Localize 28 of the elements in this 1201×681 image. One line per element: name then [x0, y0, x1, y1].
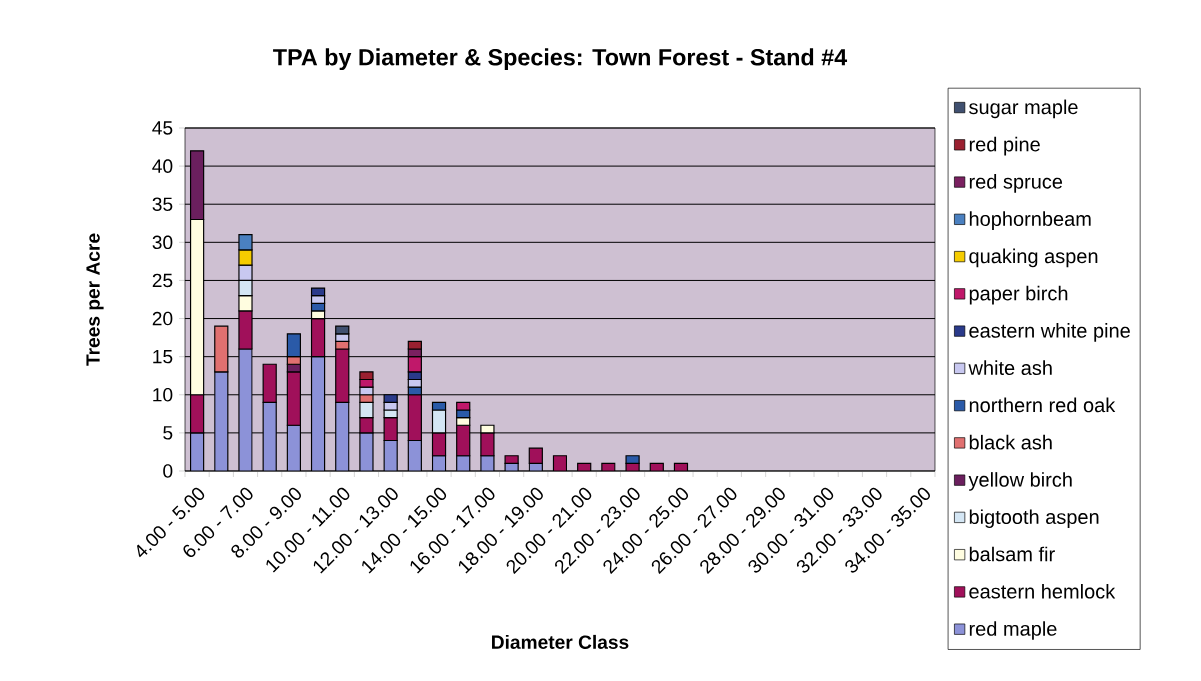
- y-tick-label: 0: [163, 464, 173, 478]
- y-tick-label: 5: [163, 426, 173, 440]
- legend-label: white ash: [968, 360, 1052, 376]
- y-tick-label: 35: [152, 197, 173, 211]
- y-tick-label: 45: [152, 121, 173, 135]
- y-tick-label: 15: [153, 349, 173, 364]
- y-tick-label: 20: [152, 311, 173, 326]
- y-tick-label: 40: [152, 159, 173, 173]
- legend-label: balsam fir: [969, 546, 1055, 562]
- legend-label: eastern white pine: [969, 323, 1130, 342]
- y-axis-title: Trees per Acre: [86, 233, 104, 366]
- legend-label: red pine: [969, 136, 1040, 156]
- legend-label: red maple: [969, 621, 1057, 640]
- legend-label: eastern hemlock: [969, 583, 1116, 599]
- legend-label: northern red oak: [969, 397, 1116, 413]
- x-axis-title: Diameter Class: [492, 634, 629, 649]
- legend-label: hophornbeam: [969, 211, 1091, 230]
- y-tick-label: 30: [152, 235, 173, 250]
- legend-label: bigtooth aspen: [969, 509, 1099, 529]
- legend-label: sugar maple: [969, 99, 1078, 119]
- legend-label: yellow birch: [968, 472, 1072, 491]
- chart-title: TPA by Diameter & Species: Town Forest - Stand #4: [273, 48, 848, 71]
- legend-label: black ash: [969, 434, 1052, 450]
- y-tick-label: 10: [153, 387, 173, 402]
- legend-label: paper birch: [969, 285, 1068, 305]
- legend-label: quaking aspen: [969, 248, 1098, 268]
- legend-label: red spruce: [969, 174, 1063, 193]
- y-tick-label: 25: [152, 273, 173, 288]
